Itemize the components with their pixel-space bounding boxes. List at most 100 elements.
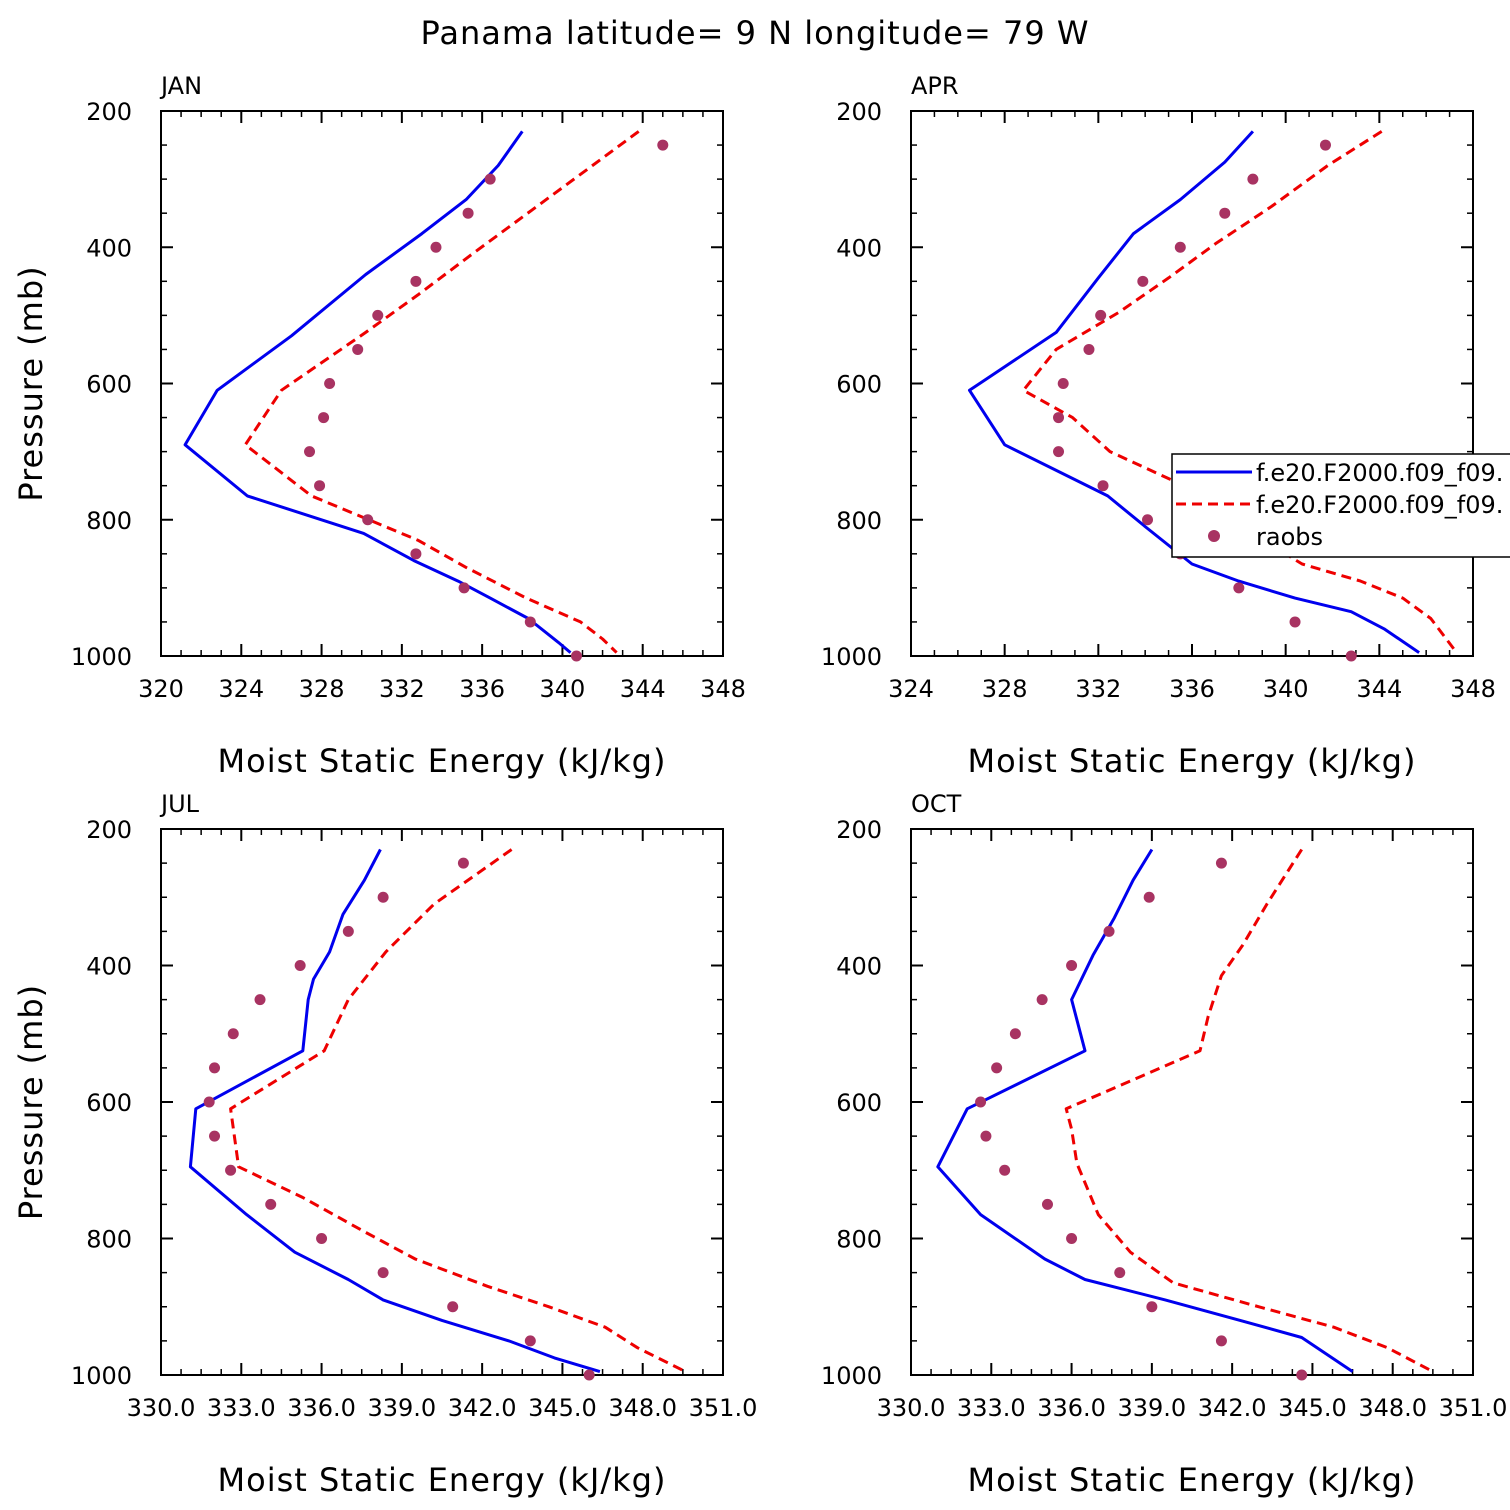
raobs-point — [318, 412, 330, 424]
y-tick-label: 400 — [86, 234, 132, 262]
x-tick-label: 345.0 — [1278, 1394, 1347, 1422]
raobs-point — [203, 1096, 215, 1108]
x-tick-label: 336.0 — [1037, 1394, 1106, 1422]
raobs-point — [1174, 241, 1186, 253]
raobs-point — [294, 960, 306, 971]
x-tick-label: 330.0 — [877, 1394, 946, 1422]
x-tick-label: 351.0 — [689, 1394, 758, 1422]
raobs-point — [457, 857, 469, 869]
x-tick-label: 342.0 — [448, 1394, 517, 1422]
model2-line-apr — [1021, 130, 1458, 654]
raobs-point — [254, 994, 266, 1006]
x-tick-label: 333.0 — [207, 1394, 276, 1422]
y-tick-label: 200 — [836, 816, 882, 844]
raobs-point — [1143, 891, 1155, 903]
x-tick-label: 344 — [620, 675, 666, 703]
raobs-point — [1296, 1369, 1308, 1381]
panel-apr: APR 324 328 332 336 340 344 348 200 400 600 800 1000… — [821, 72, 1496, 780]
raobs-point — [1215, 857, 1227, 869]
x-tick-label: 333.0 — [957, 1394, 1026, 1422]
raobs-point — [1142, 514, 1154, 526]
raobs-point — [1053, 446, 1065, 458]
model2-line-jul — [229, 848, 687, 1373]
y-tick-label: 800 — [836, 1226, 882, 1254]
raobs-point — [324, 378, 336, 389]
y-tick-label: 600 — [86, 371, 132, 399]
raobs-point — [1233, 582, 1245, 594]
legend: f.e20.F2000.f09_f09. f.e20.F2000.f09_f09… — [1171, 453, 1510, 558]
y-tick-label: 1000 — [821, 1362, 882, 1390]
figure-title: Panama latitude= 9 N longitude= 79 W — [421, 14, 1090, 52]
y-tick-label: 1000 — [71, 1362, 132, 1390]
raobs-point — [999, 1164, 1011, 1176]
panel-title-jan: JAN — [159, 72, 202, 100]
x-tick-label: 339.0 — [1117, 1394, 1186, 1422]
raobs-point — [1219, 207, 1231, 219]
raobs-point — [1247, 173, 1259, 185]
raobs-point — [1036, 994, 1048, 1006]
x-tick-label: 348.0 — [608, 1394, 677, 1422]
y-tick-label: 600 — [86, 1089, 132, 1117]
y-tick-label: 200 — [86, 98, 132, 126]
raobs-point — [484, 173, 496, 185]
x-tick-label: 332 — [1075, 675, 1121, 703]
x-tick-label: 348.0 — [1358, 1394, 1427, 1422]
legend-entry-model1: f.e20.F2000.f09_f09. — [1256, 459, 1503, 487]
x-tick-label: 336 — [1169, 675, 1215, 703]
x-tick-label: 345.0 — [528, 1394, 597, 1422]
panel-title-jul: JUL — [159, 790, 200, 818]
raobs-point — [1009, 1028, 1021, 1040]
y-tick-label: 600 — [836, 371, 882, 399]
raobs-point — [980, 1130, 992, 1142]
raobs-point — [1097, 480, 1109, 492]
raobs-point — [524, 1335, 536, 1347]
legend-entry-raobs: raobs — [1256, 523, 1323, 551]
x-tick-label: 330.0 — [127, 1394, 196, 1422]
x-tick-label: 342.0 — [1198, 1394, 1267, 1422]
x-tick-label: 344 — [1356, 675, 1402, 703]
y-tick-label: 400 — [86, 953, 132, 981]
plot-frame-apr — [910, 110, 1474, 657]
y-tick-label: 800 — [86, 1226, 132, 1254]
raobs-point — [1319, 139, 1331, 151]
x-tick-label: 336 — [459, 675, 505, 703]
x-tick-label: 348 — [1450, 675, 1496, 703]
x-tick-label: 340 — [540, 675, 586, 703]
y-tick-label: 200 — [836, 98, 882, 126]
raobs-point — [1103, 925, 1115, 937]
panel-title-oct: OCT — [911, 790, 962, 818]
raobs-point — [1215, 1335, 1227, 1347]
model1-line-oct — [936, 848, 1354, 1373]
raobs-point — [583, 1369, 595, 1381]
raobs-point — [410, 548, 422, 560]
x-tick-label: 348 — [700, 675, 746, 703]
y-tick-label: 800 — [86, 507, 132, 535]
plot-frame-jul — [160, 828, 724, 1376]
raobs-point — [314, 480, 326, 492]
raobs-point — [462, 207, 474, 219]
raobs-point — [304, 446, 316, 458]
legend-entry-model2: f.e20.F2000.f09_f09. — [1256, 491, 1503, 519]
y-tick-label: 400 — [836, 953, 882, 981]
x-axis-label-jul: Moist Static Energy (kJ/kg) — [218, 1461, 667, 1499]
y-tick-label: 600 — [836, 1089, 882, 1117]
raobs-point — [1146, 1301, 1158, 1313]
legend-swatch-raobs — [1208, 530, 1220, 542]
raobs-point — [1095, 309, 1107, 321]
raobs-point — [209, 1130, 221, 1142]
panel-jul: JUL 330.0 333.0 336.0 339.0 342.0 345.0 348.0 35… — [12, 790, 757, 1499]
raobs-point — [265, 1198, 277, 1210]
x-tick-label: 328 — [299, 675, 345, 703]
x-tick-label: 351.0 — [1439, 1394, 1508, 1422]
x-tick-label: 324 — [218, 675, 264, 703]
raobs-point — [316, 1233, 328, 1244]
panels: JAN 320 324 328 332 336 340 344 348 200 400 600 800 1… — [12, 72, 1507, 1499]
raobs-point — [1066, 960, 1078, 971]
x-tick-label: 320 — [138, 675, 184, 703]
raobs-point — [991, 1062, 1003, 1074]
raobs-point — [342, 925, 354, 937]
raobs-point — [209, 1062, 221, 1074]
x-axis-label-apr: Moist Static Energy (kJ/kg) — [968, 742, 1417, 780]
raobs-point — [1289, 616, 1301, 628]
